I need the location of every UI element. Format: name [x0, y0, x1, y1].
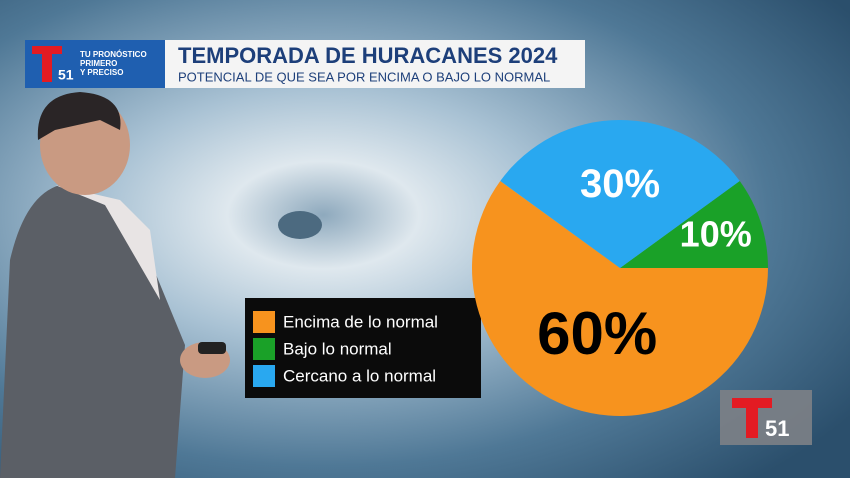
corner-logo-channel: 51	[765, 416, 789, 441]
pie-slice	[500, 120, 740, 269]
logo-t	[32, 46, 62, 82]
logo-channel: 51	[58, 67, 74, 83]
legend-swatch	[253, 365, 275, 387]
tagline: TU PRONÓSTICO	[80, 50, 147, 59]
legend-label: Bajo lo normal	[283, 339, 392, 358]
corner-logo-t	[732, 398, 772, 438]
value-label: 60%	[537, 300, 657, 367]
tagline: Y PRECISO	[80, 68, 123, 77]
tagline: PRIMERO	[80, 59, 117, 68]
chart-title: TEMPORADA DE HURACANES 2024	[178, 43, 558, 68]
pie-slice	[472, 181, 768, 416]
legend-label: Cercano a lo normal	[283, 366, 436, 385]
value-label: 10%	[680, 213, 752, 254]
chart-subtitle: POTENCIAL DE QUE SEA POR ENCIMA O BAJO L…	[178, 69, 550, 84]
pie-slice	[620, 181, 768, 268]
value-label: 30%	[580, 162, 660, 206]
storm-eye	[278, 211, 322, 239]
legend-swatch	[253, 311, 275, 333]
legend-label: Encima de lo normal	[283, 312, 438, 331]
title-banner	[165, 40, 585, 88]
presenter	[0, 92, 230, 478]
legend-swatch	[253, 338, 275, 360]
legend	[245, 298, 481, 398]
